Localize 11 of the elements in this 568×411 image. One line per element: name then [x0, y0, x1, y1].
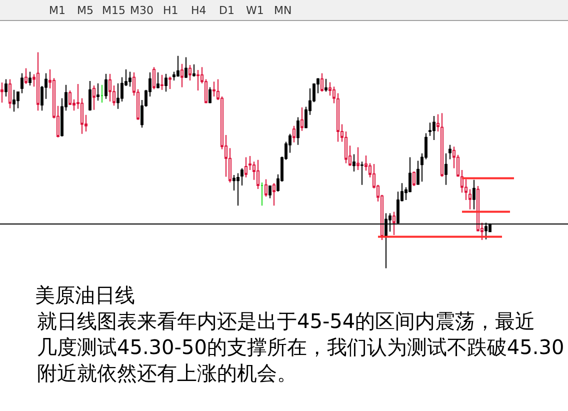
text: M1: [49, 4, 66, 17]
text: 就日线图表来看年内还是出于45-54的区间内震荡，最近几度测试45.30-50的支撑所在，我们认为测试不跌破45.30附近就依然还有上涨的机会。: [37, 309, 564, 385]
text: M5: [77, 4, 94, 17]
text: 美原油日线: [35, 283, 135, 307]
text: W1: [246, 4, 264, 17]
text: H4: [191, 4, 206, 17]
text: M15: [102, 4, 126, 17]
text: MN: [274, 4, 292, 17]
text: M30: [130, 4, 154, 17]
text: D1: [219, 4, 234, 17]
text: H1: [163, 4, 178, 17]
